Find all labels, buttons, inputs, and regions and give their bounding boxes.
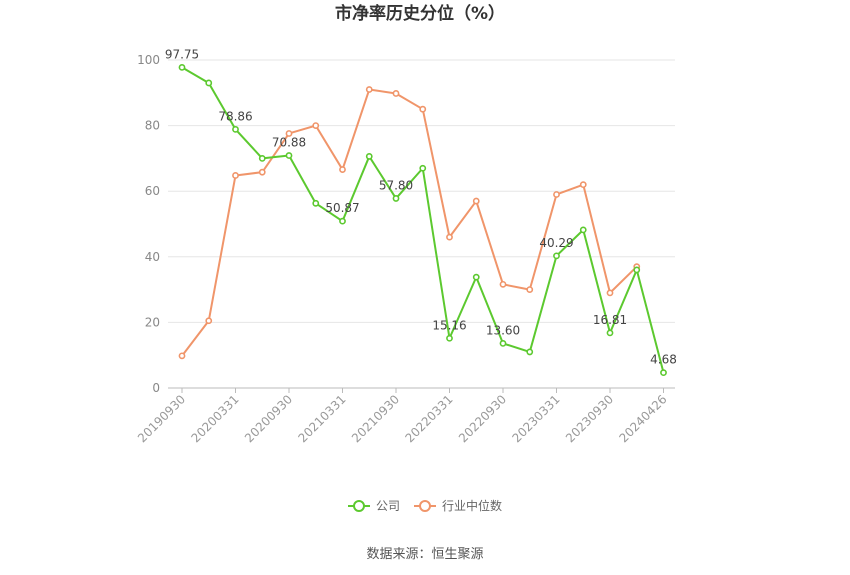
grid-lines xyxy=(168,59,675,323)
company-point[interactable] xyxy=(258,154,266,162)
x-tick-label: 20230331 xyxy=(510,392,563,445)
y-tick-label: 60 xyxy=(145,184,160,198)
x-tick-label: 20240426 xyxy=(617,392,670,445)
x-tick-label: 20200331 xyxy=(189,392,242,445)
industry-median-point[interactable] xyxy=(553,191,560,198)
series-lines xyxy=(178,63,667,377)
industry-median-point[interactable] xyxy=(178,352,186,360)
company-data-label: 78.86 xyxy=(218,109,252,123)
chart-title: 市净率历史分位（%） xyxy=(335,3,505,24)
x-tick-label: 20230930 xyxy=(563,392,616,445)
industry-median-point[interactable] xyxy=(339,166,346,173)
source-note: 数据来源：恒生聚源 xyxy=(366,547,483,562)
legend-item-industry-median[interactable]: 行业中位数 xyxy=(414,498,502,513)
legend-company-marker xyxy=(353,500,365,512)
industry-median-point[interactable] xyxy=(472,197,480,205)
industry-median-line xyxy=(181,88,638,357)
company-point[interactable] xyxy=(472,273,480,281)
company-data-label: 15.16 xyxy=(432,318,466,332)
x-tick-label: 20190930 xyxy=(135,392,188,445)
y-tick-label: 100 xyxy=(137,53,160,67)
y-tick-label: 0 xyxy=(152,381,160,395)
company-data-label: 13.60 xyxy=(486,323,520,337)
industry-median-point[interactable] xyxy=(232,172,239,179)
company-point[interactable] xyxy=(365,153,373,160)
x-tick-label: 20220331 xyxy=(403,392,456,445)
industry-median-point[interactable] xyxy=(205,317,213,325)
company-point[interactable] xyxy=(526,348,534,356)
x-tick-label: 20220930 xyxy=(456,392,509,445)
company-data-label: 70.88 xyxy=(272,136,306,150)
company-data-label: 50.87 xyxy=(325,201,359,215)
company-data-label: 40.29 xyxy=(539,236,573,250)
company-point[interactable] xyxy=(606,329,614,337)
company-point[interactable] xyxy=(499,339,507,347)
industry-median-point[interactable] xyxy=(312,122,320,129)
legend-item-company[interactable]: 公司 xyxy=(348,499,400,513)
company-data-label: 97.75 xyxy=(165,47,199,61)
company-point[interactable] xyxy=(205,79,213,87)
industry-median-point[interactable] xyxy=(446,233,453,241)
company-point[interactable] xyxy=(312,199,320,207)
company-point[interactable] xyxy=(553,252,560,260)
company-data-label: 57.80 xyxy=(379,178,413,192)
industry-median-point[interactable] xyxy=(579,181,587,189)
industry-median-point[interactable] xyxy=(285,130,293,137)
legend-industry-label: 行业中位数 xyxy=(442,498,502,513)
company-point[interactable] xyxy=(392,195,400,202)
x-tick-label: 20210331 xyxy=(296,392,349,445)
y-tick-label: 40 xyxy=(145,250,160,264)
industry-median-point[interactable] xyxy=(526,286,534,293)
company-data-label: 16.81 xyxy=(593,313,627,327)
company-point[interactable] xyxy=(579,226,587,234)
company-point[interactable] xyxy=(285,152,293,159)
company-point[interactable] xyxy=(419,164,427,172)
company-point[interactable] xyxy=(178,63,186,71)
industry-median-point[interactable] xyxy=(419,105,427,113)
company-point[interactable] xyxy=(339,217,346,225)
legend-company-label: 公司 xyxy=(376,499,400,513)
company-point[interactable] xyxy=(633,266,641,274)
legend[interactable]: 公司 行业中位数 xyxy=(348,498,502,513)
industry-median-point[interactable] xyxy=(499,280,507,288)
x-tick-label: 20210930 xyxy=(349,392,402,445)
industry-median-point[interactable] xyxy=(365,86,373,93)
industry-median-point[interactable] xyxy=(392,90,400,97)
company-point[interactable] xyxy=(660,369,667,377)
legend-industry-marker xyxy=(419,500,431,512)
industry-median-point[interactable] xyxy=(606,289,614,297)
y-tick-label: 80 xyxy=(145,119,160,133)
company-point[interactable] xyxy=(446,334,453,342)
company-point[interactable] xyxy=(232,125,239,133)
data-labels: 97.75 78.86 70.88 50.87 57.80 15.16 13.60 40.29… xyxy=(165,47,677,366)
x-tick-label: 20200930 xyxy=(242,392,295,445)
company-data-label: 4.68 xyxy=(650,353,677,367)
industry-median-point[interactable] xyxy=(258,168,266,176)
y-tick-label: 20 xyxy=(145,315,160,329)
